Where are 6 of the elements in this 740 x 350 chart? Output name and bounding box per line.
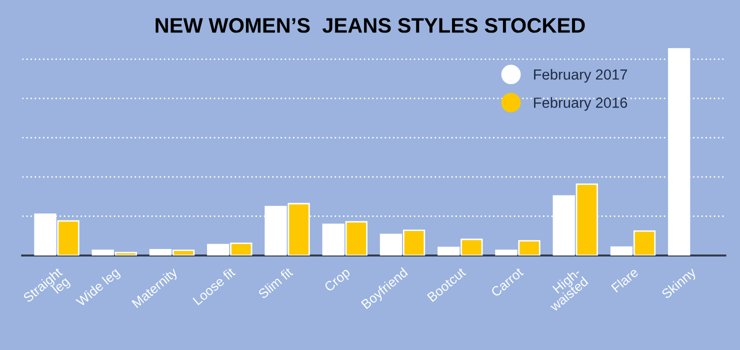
legend-label: February 2017	[534, 68, 627, 83]
chart-title: NEW WOMEN’S JEANS STYLES STOCKED	[156, 18, 585, 33]
x-tick-label: Slim fit	[257, 266, 294, 300]
x-tick-label: Wide leg	[75, 267, 122, 309]
x-tick-label: Crop	[324, 267, 352, 294]
legend-label: February 2016	[534, 97, 628, 111]
